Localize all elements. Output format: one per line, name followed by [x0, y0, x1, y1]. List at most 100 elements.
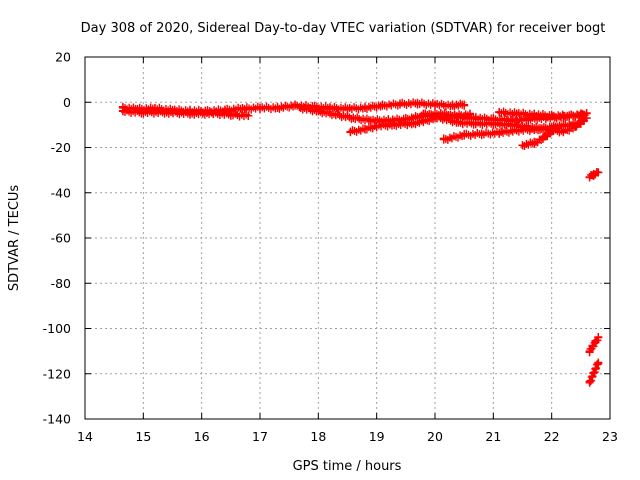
data-point — [594, 358, 603, 367]
data-point — [585, 347, 594, 356]
series-track-10 — [585, 332, 603, 357]
data-point — [547, 111, 556, 120]
data-point — [495, 128, 504, 137]
x-tick-label: 23 — [602, 429, 618, 444]
x-axis-label: GPS time / hours — [293, 459, 402, 474]
data-point — [460, 100, 469, 109]
series-track-4 — [346, 109, 474, 137]
data-point — [589, 170, 598, 179]
data-point — [314, 107, 323, 116]
data-point — [139, 108, 148, 117]
data-point — [565, 120, 574, 129]
data-point — [378, 101, 387, 110]
data-point — [384, 116, 393, 125]
data-point — [291, 101, 299, 110]
series-marks — [585, 359, 603, 386]
data-point — [585, 172, 594, 181]
series-track-7 — [495, 107, 588, 122]
y-tick-label: 20 — [55, 50, 71, 65]
data-point — [419, 109, 428, 118]
y-tick-label: -20 — [51, 140, 71, 155]
data-point — [331, 110, 340, 119]
data-point — [343, 104, 352, 113]
data-point — [591, 338, 600, 347]
data-point — [186, 109, 194, 118]
data-point — [489, 119, 498, 128]
data-point — [518, 141, 527, 150]
data-point — [512, 126, 521, 135]
data-point — [530, 138, 539, 147]
data-point — [431, 100, 439, 109]
data-point — [448, 101, 457, 110]
data-point — [273, 103, 282, 112]
x-tick-label: 22 — [544, 429, 560, 444]
data-point — [296, 103, 305, 112]
data-point — [419, 117, 428, 126]
data-point — [460, 131, 469, 140]
x-tick-label: 19 — [369, 429, 385, 444]
data-point — [118, 107, 127, 116]
data-point — [471, 119, 480, 128]
data-point — [396, 100, 404, 109]
series-track-8 — [518, 123, 562, 151]
data-point — [588, 342, 597, 351]
data-point — [553, 123, 562, 132]
data-point — [594, 168, 603, 177]
data-point — [512, 109, 521, 118]
y-axis-label: SDTVAR / TECUs — [7, 185, 22, 292]
data-point — [538, 134, 547, 143]
y-tick-label: -140 — [43, 412, 71, 427]
data-point — [454, 118, 463, 127]
data-point — [495, 108, 504, 117]
data-point — [524, 115, 533, 124]
data-point — [436, 114, 445, 123]
axis-ticks: 14 15 16 17 18 19 20 21 22 23 20 0 -20 -40 -60 -80 -100 -… — [43, 50, 618, 445]
data-point — [588, 372, 597, 381]
data-point — [547, 127, 556, 136]
x-tick-label: 21 — [485, 429, 501, 444]
data-point — [559, 127, 568, 136]
data-point — [439, 135, 448, 144]
data-point — [576, 118, 585, 127]
data-point — [226, 110, 235, 119]
y-tick-label: -120 — [43, 366, 71, 381]
data-point — [372, 122, 381, 131]
data-point — [413, 99, 422, 108]
data-point — [209, 109, 218, 118]
y-tick-label: -60 — [51, 231, 71, 246]
plot-frame — [84, 56, 611, 420]
data-point — [366, 116, 375, 125]
data-point — [346, 127, 355, 136]
x-tick-label: 18 — [310, 429, 326, 444]
y-tick-label: -80 — [51, 276, 71, 291]
x-tick-label: 20 — [427, 429, 443, 444]
data-point — [594, 333, 603, 342]
data-point — [361, 125, 369, 134]
data-marks — [118, 98, 603, 387]
data-point — [244, 111, 253, 120]
chart-title: Day 308 of 2020, Sidereal Day-to-day VTE… — [81, 21, 606, 36]
data-point — [349, 114, 358, 123]
data-point — [466, 110, 474, 119]
series-marks — [585, 332, 603, 357]
data-point — [256, 103, 264, 112]
x-tick-label: 14 — [77, 429, 93, 444]
y-tick-label: 0 — [63, 95, 71, 110]
data-point — [162, 108, 171, 117]
data-point — [238, 104, 247, 113]
series-track-2 — [118, 106, 253, 121]
data-point — [591, 365, 600, 374]
x-tick-label: 15 — [135, 429, 151, 444]
data-point — [530, 110, 539, 119]
x-tick-label: 17 — [252, 429, 268, 444]
series-track-9 — [585, 167, 603, 182]
data-point — [361, 103, 369, 112]
x-tick-label: 16 — [194, 429, 210, 444]
data-point — [585, 378, 594, 387]
series-track-11 — [585, 358, 603, 387]
data-point — [579, 110, 588, 119]
data-point — [477, 129, 486, 138]
y-tick-label: -40 — [51, 185, 71, 200]
data-point — [390, 120, 399, 129]
